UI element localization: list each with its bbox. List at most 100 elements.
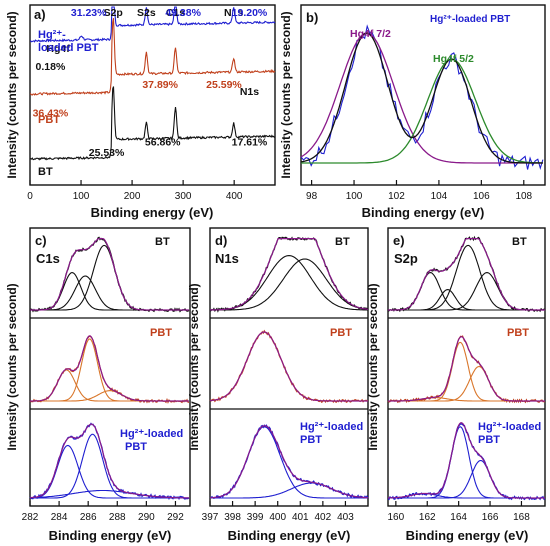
panel-c-row-0-envelope <box>30 238 189 311</box>
panel-a-pbt-label: PBT <box>38 114 60 126</box>
panel-c-row-1-component-1 <box>30 338 189 402</box>
panel-a-xtick-label-0: 0 <box>27 191 33 202</box>
panel-a-ylabel: Intensity (counts per second) <box>5 11 19 178</box>
panel-d-xtick-label-4: 401 <box>292 512 309 523</box>
panel-a-annotation-10: 25.59% <box>206 79 242 91</box>
panel-e-xtick-label-1: 162 <box>419 512 436 523</box>
panel-c-row-1-raw <box>29 335 190 404</box>
panel-e-row-0-envelope <box>388 238 545 311</box>
panel-a-annotation-5: 49.38% <box>165 7 201 19</box>
panel-c-row-1-component-2 <box>30 390 189 402</box>
panel-a-annotation-12: 36.43% <box>33 108 69 120</box>
panel-a-xlabel: Binding energy (eV) <box>91 205 214 220</box>
panel-b-label: b) <box>306 10 318 25</box>
panel-e-row-2-component-0 <box>388 426 545 499</box>
panel-d-row-1-envelope <box>209 331 368 402</box>
panel-b-ylabel: Intensity (counts per second) <box>279 11 293 178</box>
panel-a-xtick-label-3: 300 <box>175 191 192 202</box>
panel-a-annotation-8: Hg4f <box>46 43 70 55</box>
panel-c-element: C1s <box>36 251 60 266</box>
panel-e-label: e) <box>393 233 405 248</box>
panel-d-xlabel: Binding energy (eV) <box>228 528 351 543</box>
panel-d-plot <box>209 236 369 499</box>
panel-c-hg-label-2: PBT <box>125 441 147 453</box>
panel-e-row-1-component-1 <box>388 365 545 402</box>
panel-a-annotation-13: 56.86% <box>145 136 181 148</box>
panel-d-xtick-label-2: 399 <box>247 512 264 523</box>
panel-b-xtick-label-5: 108 <box>515 191 532 202</box>
panel-c-ylabel: Intensity (counts per second) <box>5 283 19 450</box>
panel-e-xtick-label-0: 160 <box>388 512 405 523</box>
panel-d-label: d) <box>215 233 227 248</box>
panel-b-xtick-label-3: 104 <box>431 191 448 202</box>
panel-e-element: S2p <box>394 251 418 266</box>
panel-c-row-0-component-0 <box>30 272 189 311</box>
panel-a-annotation-4: 31.23% <box>71 7 107 19</box>
panel-d-xtick-label-5: 402 <box>315 512 332 523</box>
panel-a-series-2 <box>29 86 276 161</box>
panel-a-annotation-14: 17.61% <box>232 136 268 148</box>
panel-b-raw-spectrum <box>300 24 544 171</box>
panel-a-frame <box>29 4 276 186</box>
panel-d-xtick-label-3: 400 <box>269 512 286 523</box>
panel-e-pbt-label: PBT <box>507 327 529 339</box>
panel-b-peak2-label: Hg4f 5/2 <box>433 53 474 65</box>
panel-c-xtick-label-3: 288 <box>109 512 126 523</box>
panel-c-row-2-envelope <box>30 423 189 499</box>
panel-d-xtick-label-0: 397 <box>202 512 219 523</box>
panel-a-hg-label-2: loaded PBT <box>38 42 99 54</box>
panel-e-xtick-label-2: 164 <box>450 512 467 523</box>
panel-a-annotation-11: N1s <box>240 86 259 98</box>
panel-a-xtick-label-4: 400 <box>226 191 243 202</box>
panel-e-row-0-raw <box>387 235 546 313</box>
panel-a-series-0 <box>29 6 276 43</box>
panel-c-xtick-label-5: 292 <box>167 512 184 523</box>
panel-d-row-0-component-1 <box>210 258 369 311</box>
panel-d-ylabel: Intensity (counts per second) <box>187 283 201 450</box>
panel-a-annotation-6: 19.20% <box>232 7 268 19</box>
panel-e-hg-label-2: PBT <box>478 434 500 446</box>
panel-e-ylabel: Intensity (counts per second) <box>366 283 380 450</box>
panel-c-row-0-raw <box>29 236 190 313</box>
panel-d-bt-label: BT <box>335 236 350 248</box>
panel-b-frame <box>300 4 546 186</box>
panel-a-bt-label: BT <box>38 166 53 178</box>
panel-c-xtick-label-1: 284 <box>51 512 68 523</box>
panel-a-plot: S2p S2s C1s N1s 31.23% 49.38% 19.20% 0.18% Hg4f 3… <box>29 6 276 161</box>
panel-b-xtick-label-2: 102 <box>388 191 405 202</box>
panel-e-xlabel: Binding energy (eV) <box>406 528 529 543</box>
panel-b-plot <box>300 24 544 171</box>
panel-d-row-1-component-0 <box>209 331 368 402</box>
panel-c-bt-label: BT <box>155 236 170 248</box>
panel-d-xtick-label-6: 403 <box>337 512 354 523</box>
panel-d-hg-label-1: Hg²⁺-loaded <box>300 421 363 433</box>
panel-d-row-2-envelope <box>210 425 369 499</box>
panel-a-annotation-3: N1s <box>224 7 243 19</box>
panel-a-label: a) <box>34 7 46 22</box>
panel-c-row-2-component-0 <box>30 444 189 499</box>
panel-e-row-2-component-1 <box>388 459 545 499</box>
panel-b-fit-peak-0 <box>300 32 543 164</box>
panel-d-hg-label-2: PBT <box>300 434 322 446</box>
panel-a-annotation-7: 0.18% <box>36 61 66 73</box>
panel-c-xlabel: Binding energy (eV) <box>49 528 172 543</box>
panel-e-plot <box>387 235 546 501</box>
panel-c-plot <box>29 236 190 501</box>
panel-d-pbt-label: PBT <box>330 327 352 339</box>
panel-a-annotation-9: 37.89% <box>142 79 178 91</box>
panel-b-fit-peak-1 <box>301 58 543 164</box>
panel-c-row-2-component-1 <box>30 433 189 499</box>
panel-c-hg-label-1: Hg²⁺-loaded <box>120 428 183 440</box>
panel-b-xtick-label-4: 106 <box>473 191 490 202</box>
panel-d-element: N1s <box>215 251 239 266</box>
panel-e-bt-label: BT <box>512 236 527 248</box>
panel-c-pbt-label: PBT <box>150 327 172 339</box>
panel-d-row-0-envelope <box>210 238 369 311</box>
panel-e-row-1-raw <box>387 335 546 404</box>
panel-d-row-1-raw <box>209 329 369 404</box>
panel-e-row-0-component-1 <box>388 289 545 311</box>
panel-c-row-1-envelope <box>30 335 189 402</box>
panel-e-row-1-envelope <box>388 336 545 402</box>
panel-e-row-2-envelope <box>388 422 545 499</box>
